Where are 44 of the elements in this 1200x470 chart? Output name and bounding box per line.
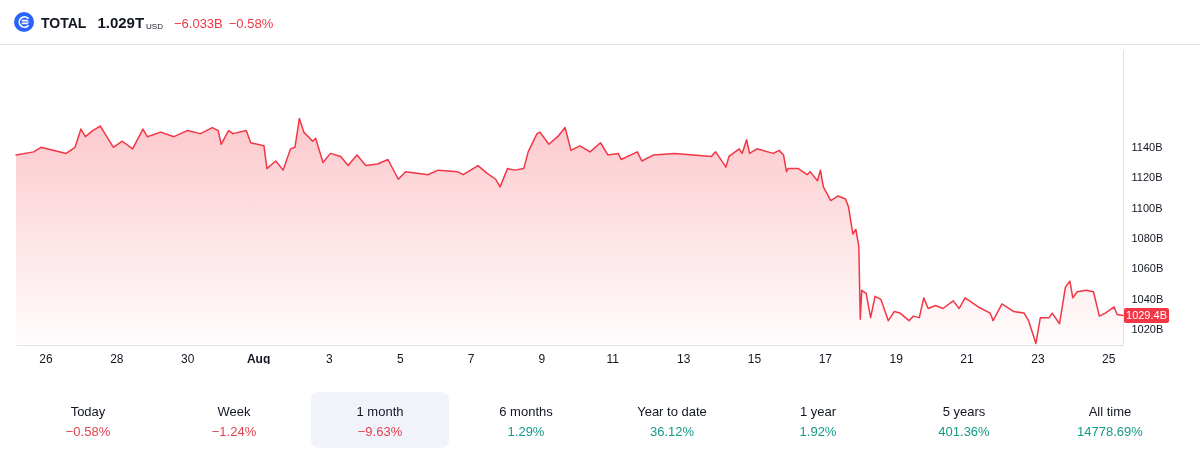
y-tick-label: 1020B	[1131, 323, 1164, 336]
x-tick-label: 25	[1102, 351, 1116, 366]
text: USD	[146, 21, 163, 31]
category-label: 5 years	[942, 404, 986, 419]
x-tick-label: 11	[606, 351, 620, 366]
text: 1.29%	[507, 424, 545, 439]
category-label: Today	[70, 404, 106, 419]
x-tick-label: 26	[39, 351, 54, 366]
y-tick-label: 1060B	[1131, 262, 1164, 275]
text: −9.63%	[357, 424, 403, 439]
category-label: All time	[1088, 404, 1132, 419]
x-tick-label: 19	[889, 351, 904, 366]
text: −6.033B	[173, 15, 223, 31]
x-tick-label: 7	[467, 351, 475, 366]
x-tick-label: 28	[110, 351, 124, 366]
x-tick-label: 30	[181, 351, 195, 366]
x-tick-label: 17	[818, 351, 833, 366]
text: 1.92%	[799, 424, 837, 439]
text: 36.12%	[649, 424, 695, 439]
text: −0.58%	[228, 15, 274, 31]
x-tick-label: 15	[747, 351, 762, 366]
chart-title: TOTAL	[41, 14, 87, 31]
x-tick-label: 9	[538, 351, 546, 366]
y-tick-label: 1120B	[1131, 171, 1163, 184]
category-label: 1 month	[356, 404, 404, 419]
category-label: Week	[217, 404, 251, 419]
y-tick-label: 1100B	[1131, 201, 1163, 214]
x-tick-label: 21	[960, 351, 975, 366]
text: 14778.69%	[1077, 424, 1143, 439]
y-tick-label: 1140B	[1131, 140, 1163, 153]
x-tick-label: 5	[396, 351, 404, 366]
text: 401.36%	[938, 424, 990, 439]
y-tick-label: 1040B	[1131, 292, 1164, 305]
text: −0.58%	[65, 424, 111, 439]
category-label: Year to date	[637, 404, 707, 419]
text: 1029.4B	[1126, 308, 1167, 321]
text: 1.029T	[97, 13, 145, 31]
category-label: 1 year	[799, 404, 837, 419]
category-label: 6 months	[499, 404, 553, 419]
x-tick-label: 23	[1031, 351, 1045, 366]
x-tick-label: 13	[676, 351, 691, 366]
x-tick-label: 3	[326, 351, 334, 366]
text: −1.24%	[211, 424, 257, 439]
y-tick-label: 1080B	[1131, 232, 1164, 245]
